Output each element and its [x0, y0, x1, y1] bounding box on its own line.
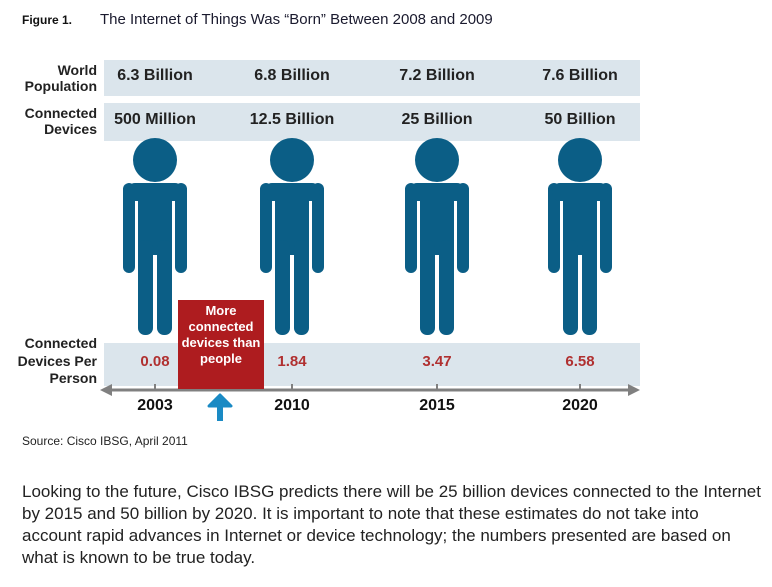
- callout-box: More connected devices than people: [178, 300, 264, 389]
- column-per-person: 0.08: [140, 353, 170, 370]
- population-band: [104, 60, 640, 96]
- column-year: 2015: [419, 397, 455, 414]
- person-icon: [405, 138, 469, 335]
- column-devices: 500 Million: [114, 111, 196, 128]
- devices-band: [104, 103, 640, 141]
- column-per-person: 1.84: [277, 353, 307, 370]
- timeline-arrow-left: [100, 384, 112, 396]
- up-arrow-icon: [207, 393, 233, 421]
- people-figures: [100, 138, 640, 421]
- row-label-devices: Connected Devices: [24, 105, 97, 137]
- person-icon: [548, 138, 612, 335]
- person-icon: [260, 138, 324, 335]
- row-label-population: World Population: [24, 62, 97, 94]
- column-year: 2010: [274, 397, 310, 414]
- timeline-arrow-right: [628, 384, 640, 396]
- row-label-per-person: Connected Devices Per Person: [17, 335, 97, 386]
- body-paragraph: Looking to the future, Cisco IBSG predic…: [22, 482, 761, 567]
- column-per-person: 6.58: [565, 353, 595, 370]
- figure-title: The Internet of Things Was “Born” Betwee…: [100, 11, 493, 28]
- column-population: 7.6 Billion: [542, 67, 618, 84]
- column-devices: 50 Billion: [544, 111, 616, 128]
- source-note: Source: Cisco IBSG, April 2011: [22, 434, 188, 448]
- column-per-person: 3.47: [422, 353, 452, 370]
- column-population: 7.2 Billion: [399, 67, 475, 84]
- column-devices: 25 Billion: [401, 111, 473, 128]
- column-population: 6.8 Billion: [254, 67, 330, 84]
- column-year: 2020: [562, 397, 598, 414]
- person-icon: [123, 138, 187, 335]
- column-year: 2003: [137, 397, 173, 414]
- column-population: 6.3 Billion: [117, 67, 193, 84]
- figure-label: Figure 1.: [22, 13, 73, 27]
- column-devices: 12.5 Billion: [249, 111, 335, 128]
